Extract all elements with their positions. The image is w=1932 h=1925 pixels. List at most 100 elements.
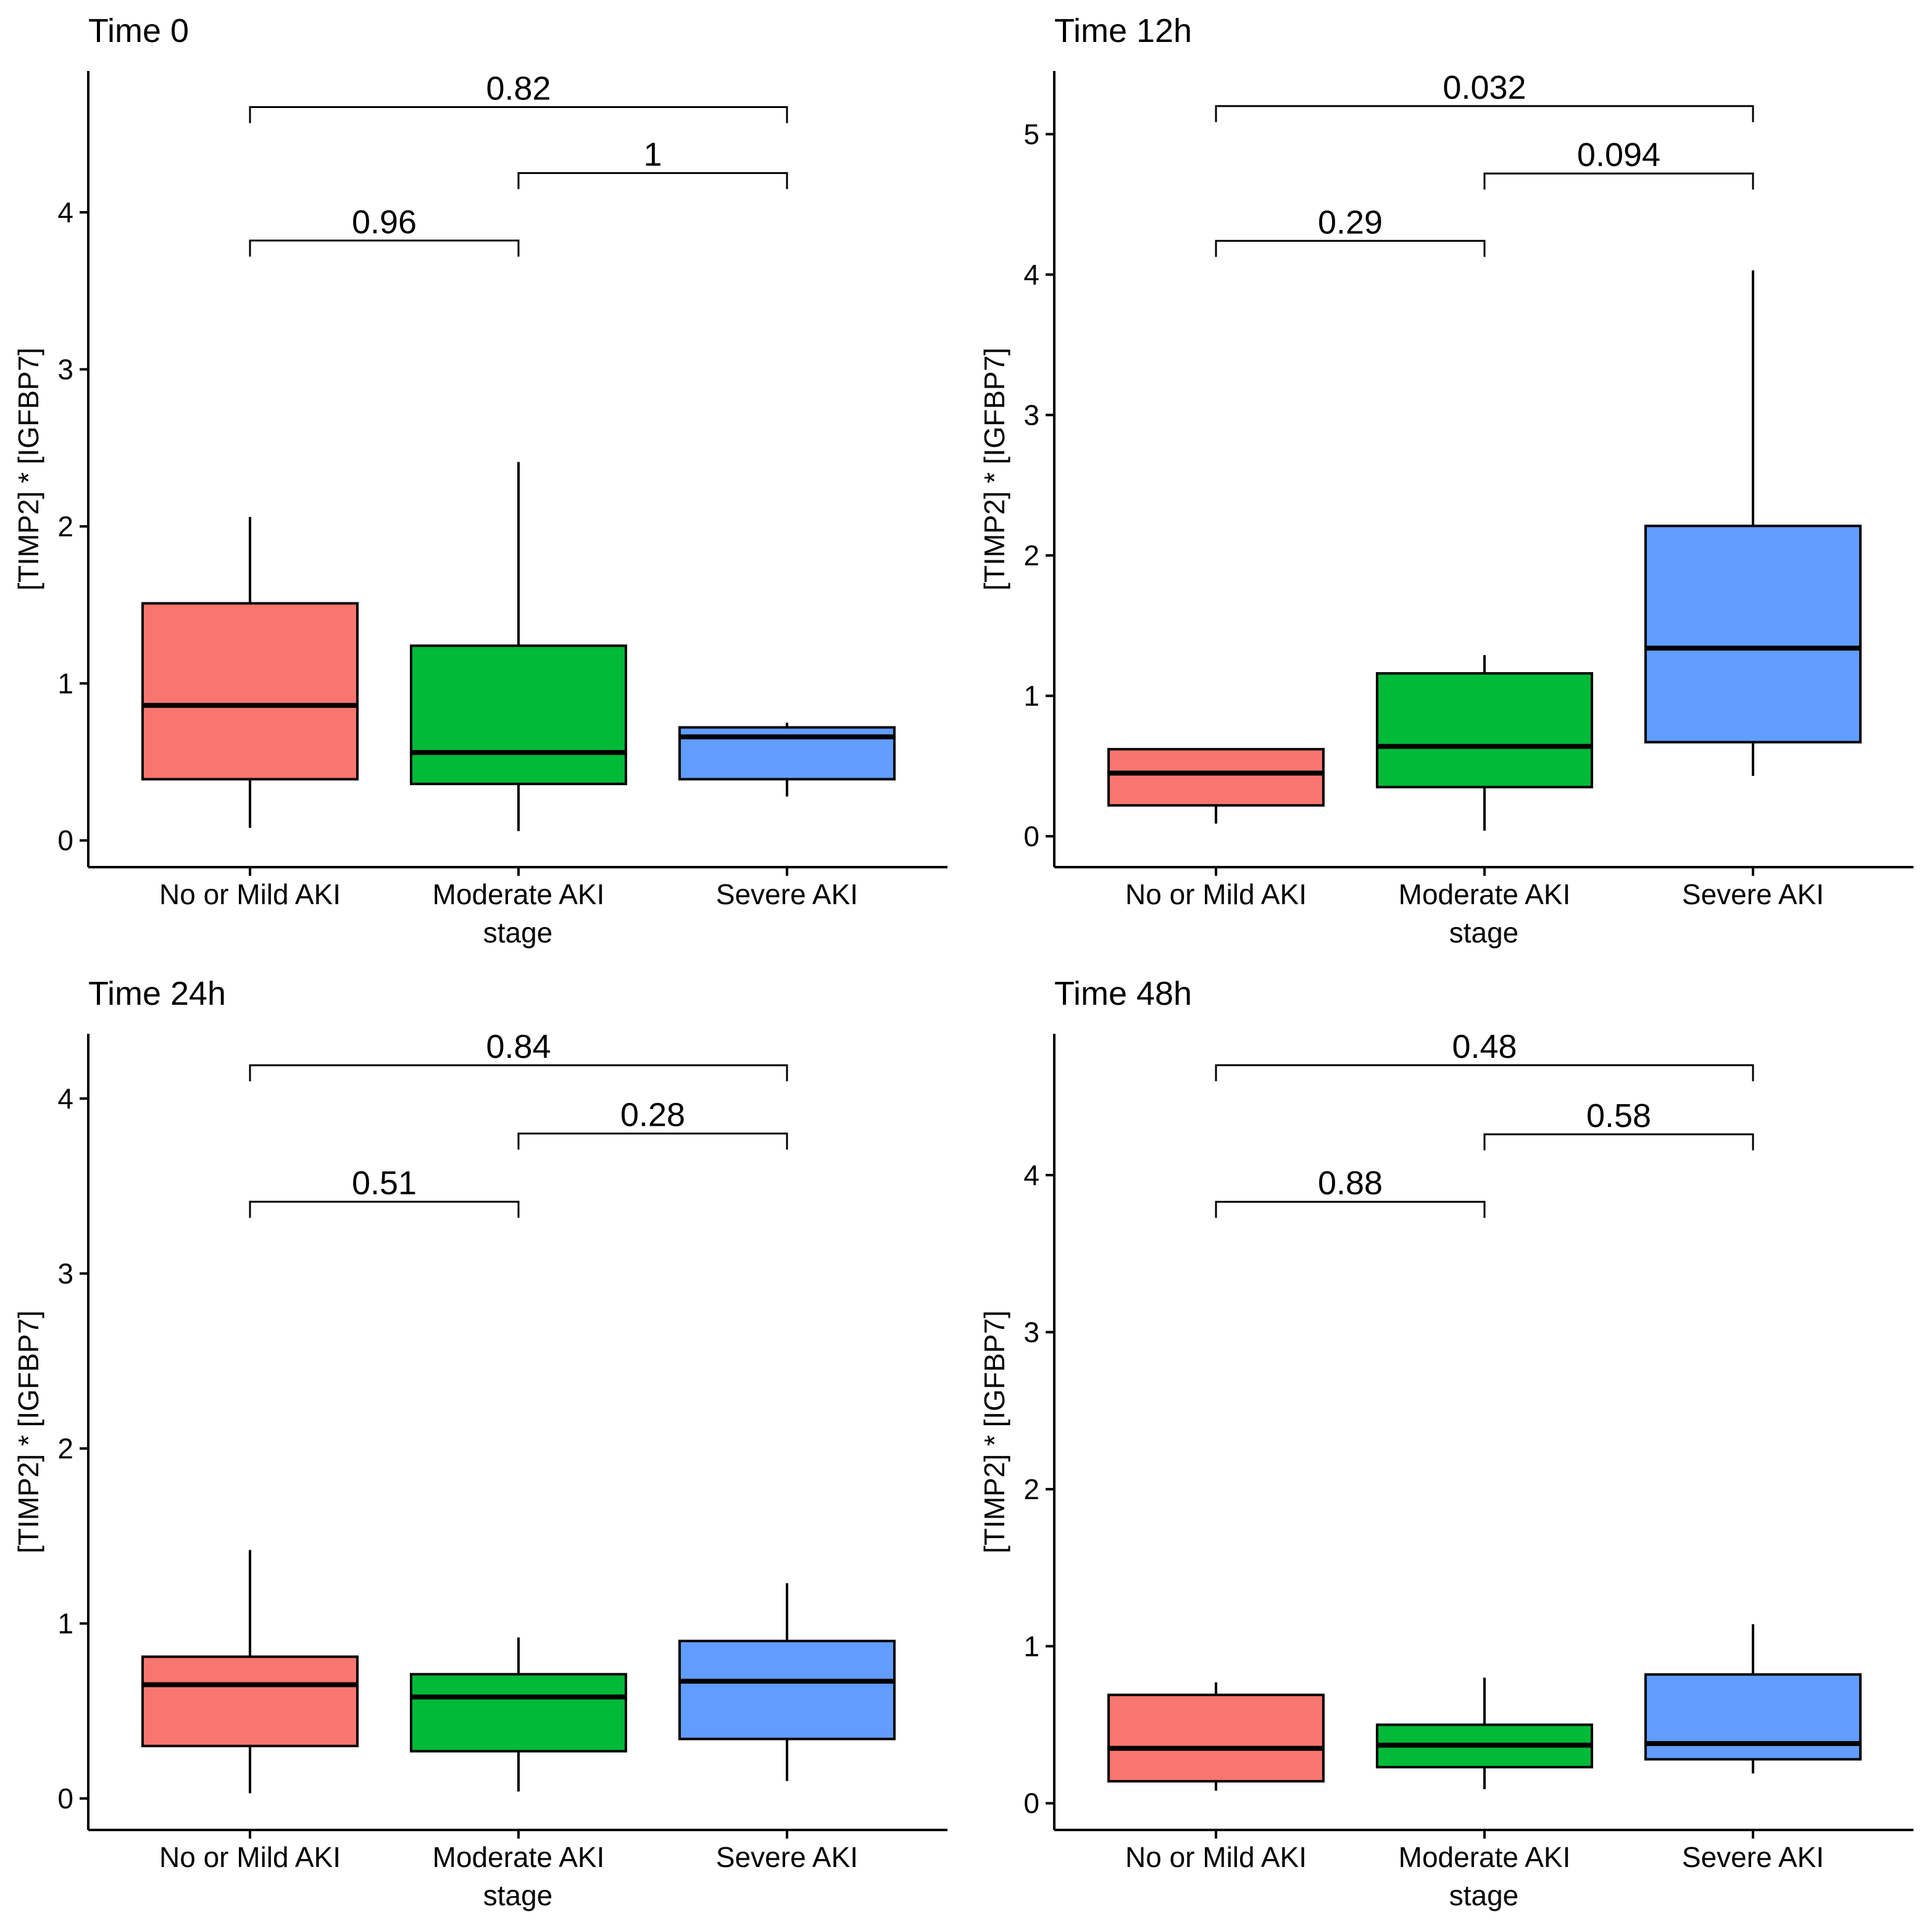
bracket-line [1215, 1200, 1486, 1218]
box-2 [1376, 1678, 1593, 1789]
y-tick-label: 0 [57, 825, 73, 857]
box-2 [410, 1637, 627, 1792]
bracket-line [249, 239, 520, 257]
p-value-label: 0.88 [1318, 1165, 1383, 1202]
box-1 [1107, 1682, 1325, 1791]
panel-title: Time 48h [1054, 975, 1192, 1012]
x-tick-label: No or Mild AKI [159, 878, 341, 910]
x-tick-label: Severe AKI [716, 1841, 858, 1873]
bracket-line [517, 172, 788, 189]
comparison-bracket: 0.88 [1215, 1165, 1486, 1218]
y-tick-label: 1 [57, 1607, 73, 1639]
y-tick-label: 4 [1023, 259, 1039, 291]
x-axis-title: stage [1449, 917, 1519, 949]
y-tick-label: 4 [1023, 1159, 1039, 1191]
y-axis-title: [TIMP2] * [IGFBP7] [12, 347, 44, 591]
p-value-label: 0.29 [1318, 204, 1383, 241]
y-tick-label: 0 [57, 1782, 73, 1815]
y-tick-label: 3 [57, 1257, 73, 1289]
box-body [410, 644, 627, 786]
panel-3: Time 24h 0 1 2 3 4 No or Mild AKI Moderate AKI S… [12, 975, 947, 1911]
panel-2: Time 12h 0 1 2 3 4 5 No or Mild AKI Moderate AKI… [978, 12, 1913, 949]
box-body [141, 1655, 359, 1747]
p-value-label: 0.28 [620, 1097, 685, 1134]
box-1 [141, 517, 359, 828]
x-axis-title: stage [1449, 1879, 1519, 1911]
p-value-label: 0.84 [486, 1028, 551, 1065]
y-tick-label: 1 [1023, 1630, 1039, 1662]
y-axis-title: [TIMP2] * [IGFBP7] [12, 1310, 44, 1553]
comparison-bracket: 0.48 [1215, 1028, 1754, 1081]
y-tick-label: 3 [57, 353, 73, 385]
comparison-bracket: 0.58 [1483, 1097, 1754, 1150]
comparison-bracket: 0.29 [1215, 204, 1486, 257]
comparison-bracket: 1 [517, 136, 788, 189]
p-value-label: 0.51 [352, 1165, 417, 1202]
p-value-label: 0.82 [486, 70, 551, 107]
comparison-bracket: 0.032 [1215, 69, 1754, 122]
y-tick-label: 1 [57, 667, 73, 699]
y-tick-label: 2 [1023, 1473, 1039, 1505]
y-axis-title: [TIMP2] * [IGFBP7] [978, 347, 1010, 591]
box-3 [1644, 270, 1862, 776]
comparison-bracket: 0.84 [249, 1028, 788, 1082]
p-value-label: 1 [643, 136, 662, 173]
bracket-line [1215, 105, 1754, 122]
box-3 [1644, 1624, 1862, 1774]
y-tick-label: 3 [1023, 1316, 1039, 1348]
p-value-label: 0.58 [1586, 1097, 1651, 1134]
p-value-label: 0.96 [352, 204, 417, 241]
bracket-line [1215, 239, 1486, 257]
y-tick-label: 5 [1023, 118, 1039, 150]
p-value-label: 0.032 [1443, 69, 1526, 106]
bracket-line [249, 106, 788, 123]
box-1 [1107, 747, 1325, 824]
y-tick-label: 0 [1023, 820, 1039, 852]
box-body [1376, 672, 1593, 789]
bracket-line [517, 1133, 788, 1150]
x-tick-label: No or Mild AKI [159, 1841, 341, 1873]
comparison-bracket: 0.82 [249, 70, 788, 123]
y-tick-label: 2 [1023, 539, 1039, 572]
bracket-line [249, 1064, 788, 1082]
box-2 [1376, 655, 1593, 831]
box-1 [141, 1550, 359, 1794]
box-body [1107, 1694, 1325, 1783]
panel-title: Time 24h [88, 975, 226, 1012]
x-tick-label: Severe AKI [1682, 1841, 1824, 1873]
x-axis-title: stage [483, 1879, 553, 1911]
box-body [1644, 1673, 1862, 1761]
box-body [678, 1639, 896, 1740]
panel-4: Time 48h 0 1 2 3 4 No or Mild AKI Moderate AKI S… [978, 975, 1913, 1911]
y-tick-label: 0 [1023, 1787, 1039, 1819]
bracket-line [1215, 1064, 1754, 1081]
y-axis-title: [TIMP2] * [IGFBP7] [978, 1310, 1010, 1553]
y-tick-label: 3 [1023, 399, 1039, 431]
x-tick-label: Severe AKI [716, 878, 858, 910]
x-tick-label: Moderate AKI [1399, 1841, 1571, 1873]
x-tick-label: Moderate AKI [433, 1841, 605, 1873]
box-body [1107, 747, 1325, 807]
comparison-bracket: 0.094 [1483, 136, 1754, 190]
p-value-label: 0.48 [1452, 1028, 1517, 1065]
panel-title: Time 0 [88, 12, 189, 49]
comparison-bracket: 0.28 [517, 1097, 788, 1150]
y-tick-label: 4 [57, 1083, 73, 1115]
box-3 [678, 722, 896, 797]
p-value-label: 0.094 [1577, 136, 1660, 173]
y-tick-label: 2 [57, 510, 73, 543]
box-2 [410, 462, 627, 831]
bracket-line [1483, 172, 1754, 190]
box-body [410, 1673, 627, 1753]
x-tick-label: Severe AKI [1682, 878, 1824, 910]
x-tick-label: Moderate AKI [1399, 878, 1571, 910]
box-body [141, 602, 359, 781]
box-3 [678, 1583, 896, 1781]
x-axis-title: stage [483, 917, 553, 949]
box-body [1644, 525, 1862, 744]
comparison-bracket: 0.51 [249, 1165, 520, 1218]
x-tick-label: No or Mild AKI [1125, 878, 1307, 910]
bracket-line [249, 1200, 520, 1218]
x-tick-label: No or Mild AKI [1125, 1841, 1307, 1873]
